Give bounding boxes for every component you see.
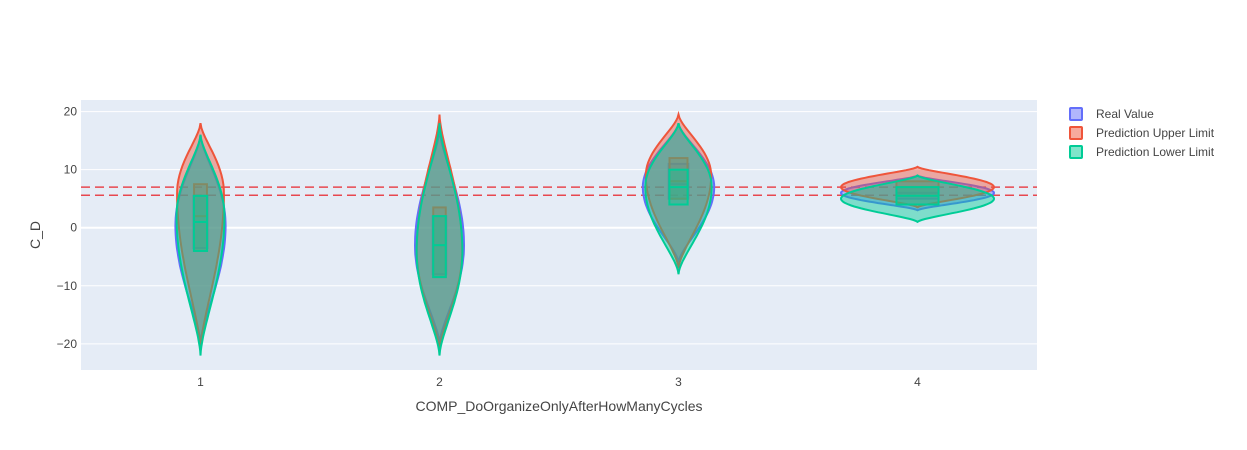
legend-label: Prediction Lower Limit xyxy=(1096,145,1215,159)
y-tick-label: 0 xyxy=(70,221,77,235)
plot-background xyxy=(81,100,1037,370)
legend[interactable]: Real Value Prediction Upper Limit Predicti… xyxy=(1069,107,1215,159)
y-tick-label: −20 xyxy=(57,337,78,351)
violin-body xyxy=(839,174,996,224)
y-tick-label: 10 xyxy=(64,163,78,177)
violin-box xyxy=(432,215,447,279)
legend-label: Real Value xyxy=(1096,107,1154,121)
y-tick-label: 20 xyxy=(64,105,78,119)
legend-swatch xyxy=(1069,126,1083,140)
x-axis-title: COMP_DoOrganizeOnlyAfterHowManyCycles xyxy=(415,398,702,414)
legend-label: Prediction Upper Limit xyxy=(1096,126,1215,140)
reference-lines xyxy=(81,186,1037,196)
violin-body xyxy=(415,123,464,356)
violin-body xyxy=(644,122,713,275)
y-tick-label: −10 xyxy=(57,279,78,293)
x-tick-label: 4 xyxy=(914,375,921,389)
legend-swatch xyxy=(1069,145,1083,159)
violin-traces xyxy=(174,110,996,356)
legend-swatch xyxy=(1069,107,1083,121)
legend-item[interactable]: Real Value xyxy=(1069,107,1154,121)
x-tick-label: 1 xyxy=(197,375,204,389)
x-tick-label: 2 xyxy=(436,375,443,389)
grid-lines xyxy=(81,111,1037,345)
y-axis-title: C_D xyxy=(27,221,43,249)
violin-body xyxy=(644,110,713,269)
legend-item[interactable]: Prediction Upper Limit xyxy=(1069,126,1215,140)
legend-item[interactable]: Prediction Lower Limit xyxy=(1069,145,1215,159)
violin-body xyxy=(176,123,225,350)
violin-box xyxy=(192,194,209,252)
y-axis-ticks: 20 10 0 −10 −20 xyxy=(57,105,78,351)
x-tick-label: 3 xyxy=(675,375,682,389)
violin-body xyxy=(175,134,226,356)
x-axis-ticks: 1 2 3 4 xyxy=(197,375,921,389)
